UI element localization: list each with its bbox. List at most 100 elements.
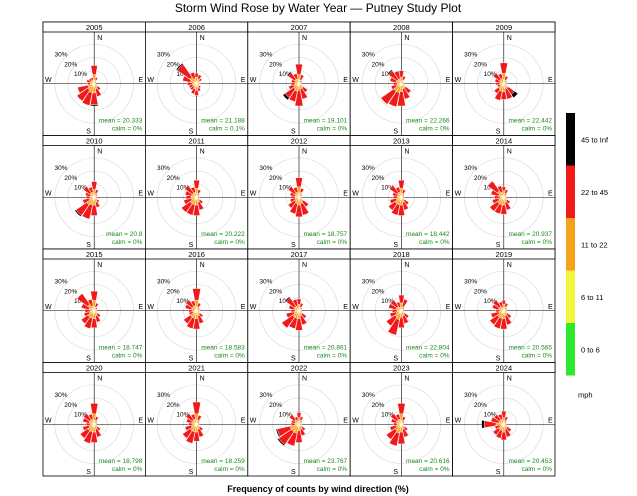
compass-north-label: N: [404, 149, 409, 156]
wedge-dir180-bin3: [194, 89, 199, 96]
wedge-dir270-bin3: [290, 422, 296, 426]
wedge-dir270-bin4: [481, 420, 485, 429]
wedge-dir135-bin3: [96, 85, 101, 91]
compass-north-label: N: [200, 35, 205, 42]
wedge-dir337.5-bin3: [190, 300, 196, 307]
wedge-dir180-bin3: [500, 204, 508, 215]
x-axis-label: Frequency of counts by wind direction (%…: [227, 484, 409, 494]
panel-year-label: 2013: [393, 137, 410, 146]
radial-tick-label: 10%: [176, 412, 189, 419]
wedge-dir315-bin3: [390, 413, 399, 422]
wedge-dir45-bin3: [505, 307, 508, 310]
wedge-dir0-bin3: [90, 290, 98, 301]
compass-south-label: S: [86, 129, 91, 136]
chart-title: Storm Wind Rose by Water Year — Putney S…: [175, 1, 462, 15]
wedge-dir157.5-bin3: [504, 428, 512, 438]
compass-north-label: N: [302, 376, 307, 383]
compass-north-label: N: [507, 35, 512, 42]
compass-north-label: N: [97, 35, 102, 42]
calm-label: calm = 0%: [112, 466, 143, 473]
radial-tick-label: 20%: [371, 175, 384, 182]
radial-tick-label: 30%: [55, 392, 68, 399]
compass-east-label: E: [343, 304, 348, 311]
wedge-dir202.5-bin3: [81, 91, 93, 106]
radial-tick-label: 30%: [464, 279, 477, 286]
wedge-dir247.5-bin3: [389, 425, 398, 431]
wedge-dir225-bin4: [74, 209, 82, 217]
wedge-dir180-bin3: [295, 318, 303, 331]
mean-label: mean = 22.442: [508, 118, 552, 125]
wedge-dir225-bin4: [282, 93, 290, 101]
mean-label: mean = 19.101: [304, 118, 348, 125]
wedge-dir135-bin3: [505, 199, 511, 205]
wedge-dir292.5-bin3: [490, 189, 500, 197]
wedge-dir0-bin3: [397, 403, 406, 415]
mean-label: mean = 18.259: [201, 458, 245, 465]
radial-tick-label: 30%: [259, 392, 272, 399]
wedge-dir315-bin4: [286, 71, 292, 77]
wedge-dir292.5-bin3: [494, 78, 501, 84]
calm-label: calm = 0%: [521, 466, 552, 473]
calm-label: calm = 0%: [317, 353, 348, 360]
wedge-dir157.5-bin3: [402, 314, 409, 324]
wedge-dir135-bin4: [510, 90, 519, 99]
wedge-dir22.5-bin3: [299, 74, 305, 81]
compass-north-label: N: [97, 376, 102, 383]
wedge-dir247.5-bin3: [288, 84, 295, 90]
wedge-dir135-bin3: [505, 312, 512, 319]
wedge-dir22.5-bin3: [504, 302, 509, 308]
wedge-dir270-bin3: [393, 82, 398, 86]
wedge-dir202.5-bin3: [389, 431, 400, 447]
wedge-dir22.5-bin3: [197, 302, 202, 308]
wedge-dir315-bin3: [184, 185, 194, 195]
wedge-dir270-bin3: [188, 309, 193, 313]
wedge-dir337.5-bin3: [88, 413, 94, 421]
mean-label: mean = 18.747: [99, 345, 143, 352]
calm-label: calm = 0%: [214, 466, 245, 473]
wedge-dir22.5-bin3: [401, 416, 406, 422]
wedge-dir0-bin3: [398, 294, 405, 304]
radial-tick-label: 10%: [484, 298, 497, 305]
wedge-dir135-bin3: [96, 312, 101, 318]
wedge-dir292.5-bin3: [182, 75, 192, 83]
compass-north-label: N: [200, 376, 205, 383]
radial-tick-label: 30%: [362, 52, 375, 59]
wedge-dir337.5-bin3: [497, 413, 503, 421]
wedge-dir180-bin3: [193, 431, 200, 442]
wedge-dir202.5-bin3: [83, 317, 93, 329]
radial-tick-label: 30%: [55, 165, 68, 172]
wedge-dir292.5-bin3: [389, 77, 398, 83]
wedge-dir22.5-bin3: [197, 74, 202, 80]
radial-tick-label: 30%: [464, 392, 477, 399]
wedge-dir0-bin3: [501, 410, 507, 419]
wedge-dir0-bin3: [499, 62, 508, 74]
wedge-dir337.5-bin3: [497, 73, 503, 80]
wedge-dir292.5-bin3: [289, 191, 296, 197]
compass-east-label: E: [138, 77, 143, 84]
wedge-dir180-bin3: [500, 91, 507, 100]
compass-west-label: W: [352, 417, 359, 424]
radial-tick-label: 30%: [362, 392, 375, 399]
wedge-dir180-bin3: [398, 316, 405, 329]
wedge-dir315-bin4: [175, 62, 184, 71]
compass-west-label: W: [147, 417, 154, 424]
wedge-dir247.5-bin3: [490, 311, 500, 319]
wedge-dir292.5-bin3: [184, 190, 193, 197]
wedge-dir157.5-bin3: [504, 314, 512, 326]
wedge-dir135-bin3: [505, 426, 512, 433]
wedge-dir157.5-bin3: [300, 202, 310, 216]
wedge-dir22.5-bin3: [94, 302, 99, 308]
wedge-dir337.5-bin3: [497, 185, 503, 194]
wedge-dir225-bin3: [79, 428, 91, 439]
wedge-dir45-bin3: [505, 193, 508, 197]
wedge-dir247.5-bin3: [188, 84, 194, 89]
wedge-dir45-bin3: [300, 420, 303, 424]
wedge-dir202.5-bin3: [81, 203, 93, 220]
compass-east-label: E: [446, 417, 451, 424]
calm-label: calm = 0%: [214, 353, 245, 360]
wedge-dir180-bin3: [193, 318, 201, 330]
